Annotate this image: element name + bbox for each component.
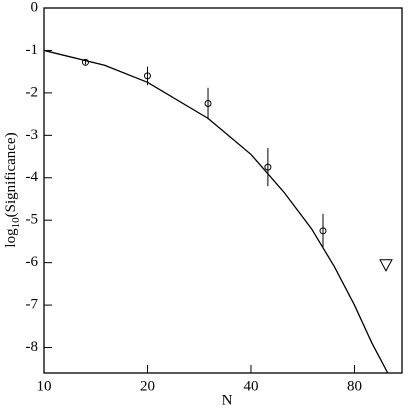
fit-curve [43, 49, 389, 374]
y-tick-label: -6 [26, 254, 39, 270]
y-label-base: log [3, 228, 19, 248]
limit-marker [379, 259, 393, 272]
y-tick-label: -2 [26, 84, 39, 100]
data-point [204, 99, 212, 107]
y-label-rest: (Significance) [3, 132, 19, 217]
data-point [143, 72, 151, 80]
y-tick-label: -1 [26, 42, 39, 58]
y-axis-label: log10(Significance) [3, 132, 21, 247]
y-tick-label: 0 [31, 0, 39, 15]
x-tick-label: 80 [347, 378, 362, 394]
y-tick-label: -8 [26, 339, 39, 355]
data-point [264, 163, 272, 171]
y-tick-label: -7 [26, 297, 39, 313]
data-point [319, 227, 327, 235]
y-label-sub: 10 [10, 217, 22, 229]
x-tick-label: 10 [37, 378, 52, 394]
data-point [81, 58, 89, 66]
y-tick-label: -3 [26, 127, 39, 143]
y-tick-label: -4 [26, 169, 39, 185]
x-tick-label: 40 [243, 378, 258, 394]
y-tick-label: -5 [26, 212, 39, 228]
x-axis-label: N [222, 392, 233, 408]
plot-frame [43, 7, 403, 374]
x-tick-label: 20 [140, 378, 155, 394]
